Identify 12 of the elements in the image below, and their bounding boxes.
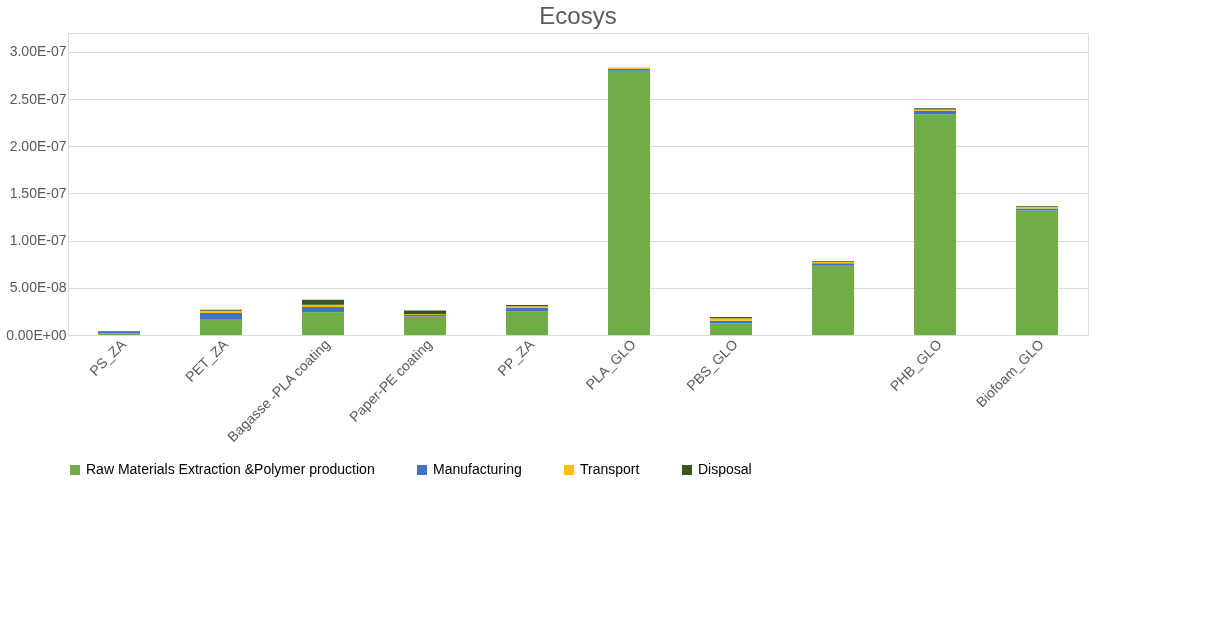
y-tick-label: 2.00E-07 — [9, 137, 67, 154]
y-tick-label: 3.00E-07 — [9, 43, 67, 60]
y-tick-label: 1.50E-07 — [9, 184, 67, 201]
chart-title: Ecosys — [539, 2, 617, 29]
legend-label: Disposal — [698, 461, 752, 477]
legend-label: Manufacturing — [433, 461, 522, 477]
y-tick-label: 5.00E-08 — [9, 279, 67, 296]
y-tick-label: 1.00E-07 — [9, 232, 67, 249]
y-tick-label: 2.50E-07 — [9, 90, 67, 107]
legend-label: Transport — [580, 461, 640, 477]
y-tick-label: 0.00E+00 — [6, 326, 67, 343]
legend-label: Raw Materials Extraction &Polymer production — [86, 461, 375, 477]
